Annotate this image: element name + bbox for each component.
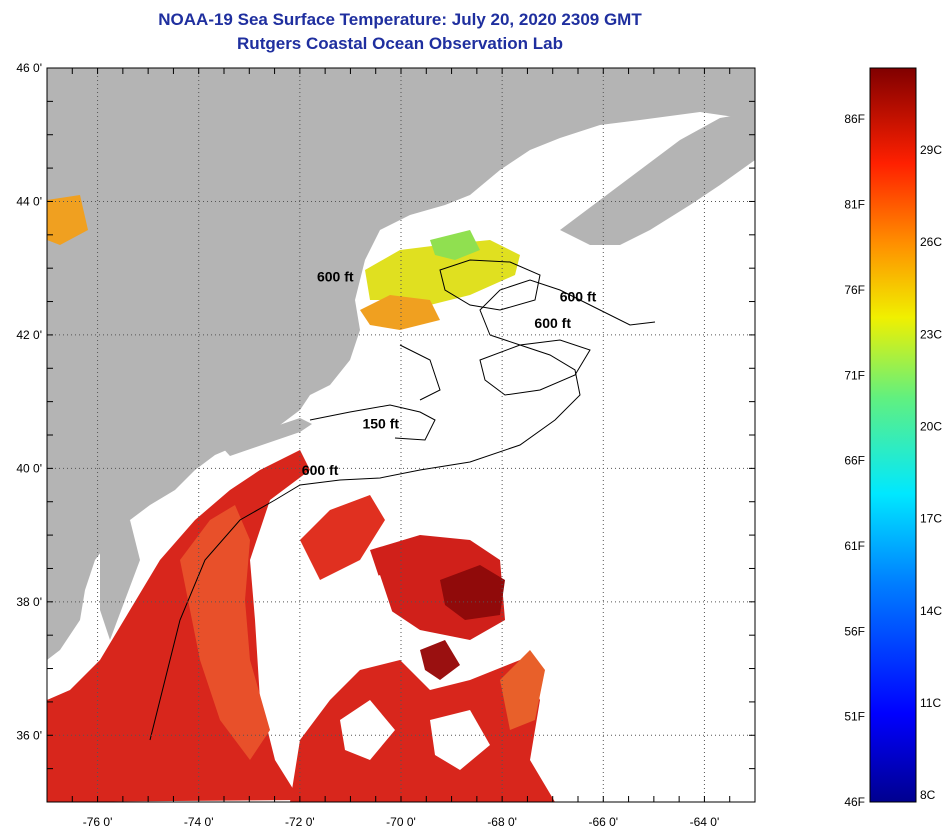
lon-tick-label: -72 0' xyxy=(285,815,315,829)
cloud-hole-3 xyxy=(430,710,490,770)
land-nova-scotia xyxy=(560,112,755,245)
land-delmarva xyxy=(100,520,140,640)
colorbar-c-label: 11C xyxy=(920,696,941,710)
contour-labels: 600 ft 600 ft 600 ft 150 ft 600 ft xyxy=(302,269,597,479)
cloud-hole-2 xyxy=(340,700,395,760)
contour-label: 600 ft xyxy=(317,269,354,285)
colorbar-f-label: 66F xyxy=(844,454,865,468)
sst-gulf-maine-orange xyxy=(360,295,440,330)
colorbar-c-label: 23C xyxy=(920,327,942,341)
lat-tick-label: 36 0' xyxy=(16,728,42,742)
colorbar-f-label: 51F xyxy=(844,710,865,724)
lat-tick-label: 38 0' xyxy=(16,595,42,609)
sst-shelf-mild xyxy=(180,505,270,760)
lon-tick-label: -76 0' xyxy=(83,815,113,829)
colorbar-c-label: 20C xyxy=(920,419,942,433)
sst-southern-warm xyxy=(290,660,555,802)
land-mainland xyxy=(47,68,755,660)
colorbar-c-label: 14C xyxy=(920,604,942,618)
colorbar-c-label: 26C xyxy=(920,235,942,249)
contour-600ft-shelf xyxy=(149,334,581,741)
map-subtitle: Rutgers Coastal Ocean Observation Lab xyxy=(237,34,563,53)
contour-georges xyxy=(479,339,591,396)
cloud-hole-1 xyxy=(345,575,395,640)
colorbar-f-label: 61F xyxy=(844,539,865,553)
contour-inner xyxy=(399,344,441,401)
lon-tick-label: -68 0' xyxy=(487,815,517,829)
sst-offshore-warm-1 xyxy=(300,495,385,580)
colorbar-f-label: 46F xyxy=(844,795,865,809)
sst-southern-mild xyxy=(500,650,545,730)
lat-tick-label: 44 0' xyxy=(16,194,42,208)
colorbar-c-label: 17C xyxy=(920,512,942,526)
lon-tick-label: -66 0' xyxy=(588,815,618,829)
lon-tick-label: -74 0' xyxy=(184,815,214,829)
sst-offshore-hot xyxy=(440,565,505,620)
colorbar-labels: 86F 81F 76F 71F 66F 61F 56F 51F 46F 29C 26C 23C 20C 1… xyxy=(844,112,942,809)
sst-offshore-hot-2 xyxy=(420,640,460,680)
colorbar xyxy=(869,67,917,803)
contour-150ft xyxy=(309,404,436,441)
sst-gulf-maine-green xyxy=(430,230,480,260)
contour-gulf-ring xyxy=(439,259,541,311)
contour-600ft-gulf xyxy=(479,279,656,336)
lat-tick-label: 42 0' xyxy=(16,328,42,342)
lon-tick-label: -70 0' xyxy=(386,815,416,829)
sst-gulf-maine-cool xyxy=(365,240,520,305)
contour-label: 600 ft xyxy=(560,289,597,305)
lon-tick-label: -64 0' xyxy=(690,815,720,829)
sst-lake xyxy=(47,195,88,245)
colorbar-f-label: 81F xyxy=(844,198,865,212)
lat-tick-label: 40 0' xyxy=(16,461,42,475)
colorbar-c-label: 8C xyxy=(920,788,936,802)
contour-label: 600 ft xyxy=(302,462,339,478)
colorbar-f-label: 76F xyxy=(844,283,865,297)
colorbar-f-label: 71F xyxy=(844,368,865,382)
contour-label: 150 ft xyxy=(362,415,399,431)
lat-tick-label: 46 0' xyxy=(16,61,42,75)
colorbar-f-label: 86F xyxy=(844,112,865,126)
map-title: NOAA-19 Sea Surface Temperature: July 20… xyxy=(158,10,642,29)
colorbar-c-label: 29C xyxy=(920,143,942,157)
contour-label: 600 ft xyxy=(534,315,571,331)
land-long-island xyxy=(220,418,312,456)
plot-frame xyxy=(46,67,756,803)
colorbar-f-label: 56F xyxy=(844,624,865,638)
axis-labels: -76 0' -74 0' -72 0' -70 0' -68 0' -66 0' -64 … xyxy=(16,61,719,829)
